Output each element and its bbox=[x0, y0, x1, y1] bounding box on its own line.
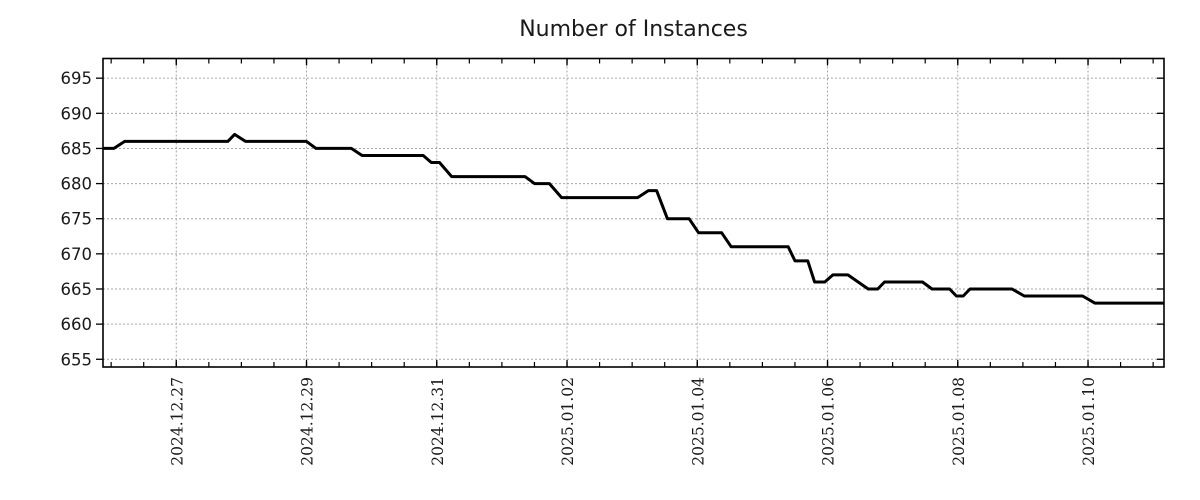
x-tick-label: 2025.01.10 bbox=[1080, 377, 1098, 466]
y-tick-label: 695 bbox=[61, 69, 93, 88]
x-tick-label: 2024.12.27 bbox=[168, 377, 186, 466]
x-tick-label: 2025.01.04 bbox=[689, 377, 707, 466]
y-tick-label: 675 bbox=[61, 210, 93, 229]
plot-border bbox=[102, 57, 1165, 368]
x-tick-label: 2024.12.31 bbox=[429, 377, 447, 466]
x-tick-label: 2025.01.06 bbox=[820, 377, 838, 466]
chart-title: Number of Instances bbox=[519, 17, 748, 42]
y-tick-label: 655 bbox=[61, 350, 93, 369]
x-tick-label: 2025.01.02 bbox=[559, 377, 577, 466]
y-tick-label: 685 bbox=[61, 139, 93, 158]
y-tick-label: 680 bbox=[61, 175, 93, 194]
x-tick-label: 2024.12.29 bbox=[299, 377, 317, 466]
y-tick-label: 665 bbox=[61, 280, 93, 299]
series-line bbox=[103, 132, 1164, 305]
y-tick-label: 660 bbox=[61, 315, 93, 334]
y-tick-label: 690 bbox=[61, 104, 93, 123]
y-tick-label: 670 bbox=[61, 245, 93, 264]
x-tick-label: 2025.01.08 bbox=[950, 377, 968, 466]
